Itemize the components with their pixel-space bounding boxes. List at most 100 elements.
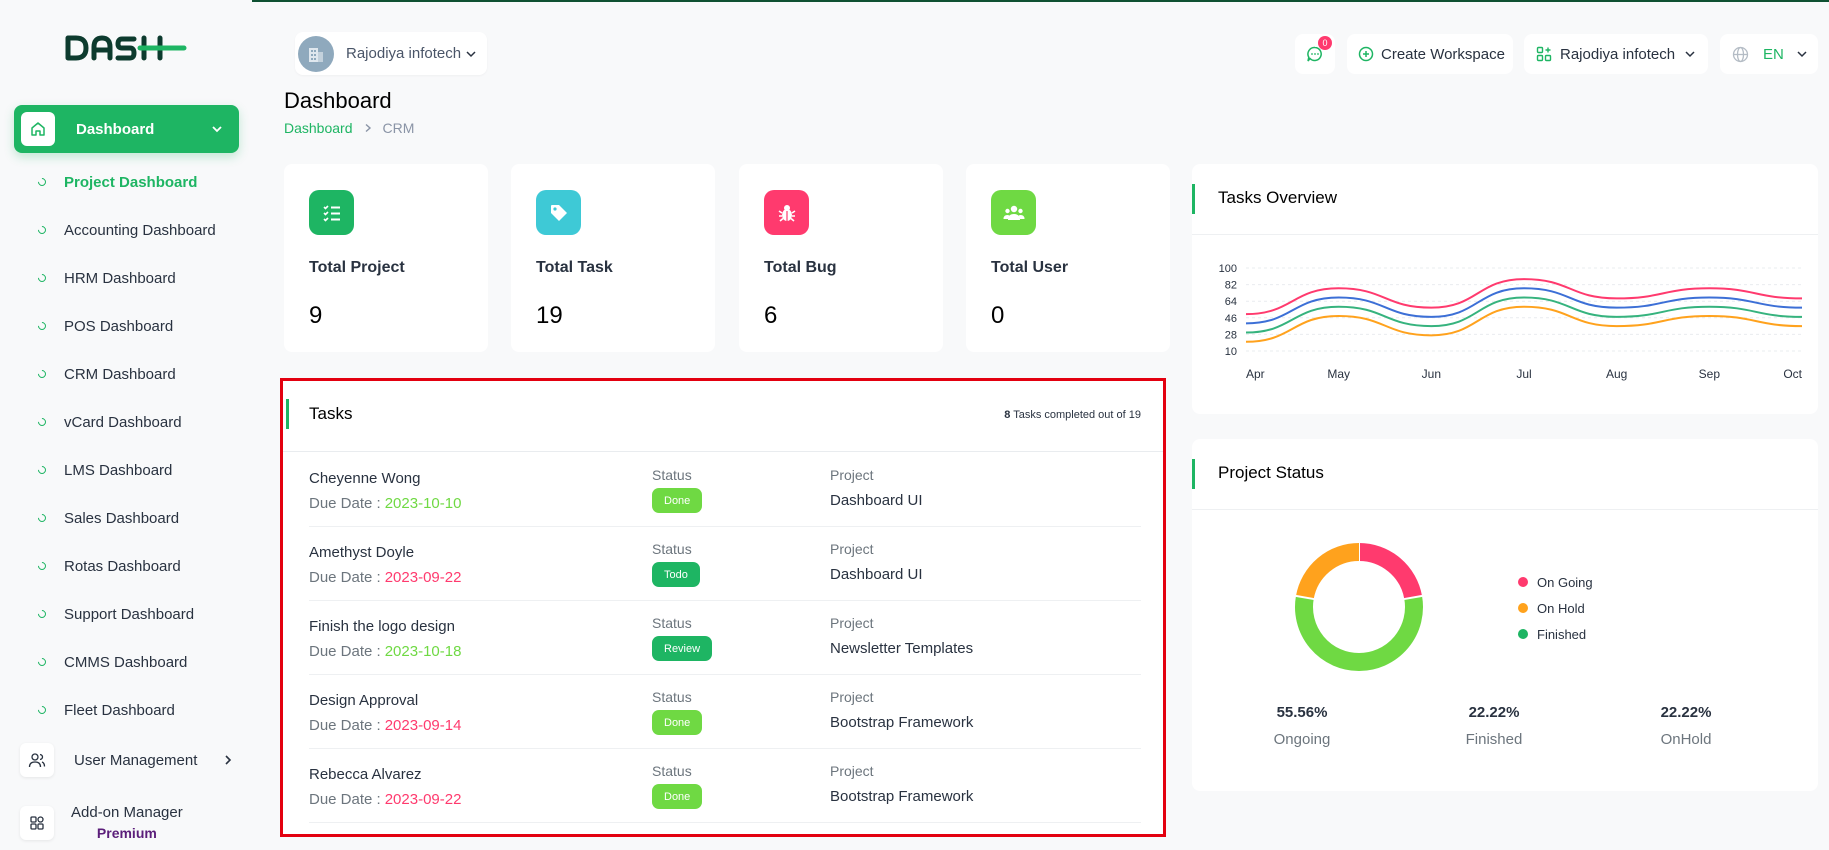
tasks-overview-title: Tasks Overview — [1218, 188, 1338, 207]
percent-label: Finished — [1465, 731, 1523, 748]
dash-logo[interactable] — [64, 34, 188, 62]
sidebar-item-vcard-dashboard[interactable]: vCard Dashboard — [0, 398, 252, 446]
percent-value: 22.22% — [1468, 704, 1520, 721]
sidebar-item-project-dashboard[interactable]: Project Dashboard — [0, 158, 252, 206]
legend-dot — [1518, 629, 1528, 639]
due-label: Due Date : — [309, 717, 381, 734]
tasks-title: Tasks — [309, 404, 353, 423]
tasks-summary-text: Tasks completed out of 19 — [1013, 409, 1141, 421]
bullet-icon — [36, 704, 48, 716]
donut-slice[interactable] — [1295, 543, 1360, 600]
message-count-badge: 0 — [1318, 36, 1332, 50]
status-label: Status — [652, 763, 692, 779]
card-accent-bar — [286, 399, 289, 429]
workspace-selector[interactable]: Rajodiya infotech — [295, 32, 487, 75]
task-row[interactable]: Cheyenne Wong Due Date :2023-10-10 Statu… — [309, 453, 1141, 527]
series-line — [1245, 296, 1803, 334]
y-tick-label: 100 — [1219, 263, 1237, 275]
task-due-date: Due Date :2023-10-10 — [309, 495, 461, 512]
stat-card-total-user: Total User 0 — [966, 164, 1170, 352]
stat-value: 6 — [764, 302, 778, 329]
donut-slice[interactable] — [1295, 595, 1423, 671]
workspace-name: Rajodiya infotech — [346, 45, 462, 62]
sidebar-item-rotas-dashboard[interactable]: Rotas Dashboard — [0, 542, 252, 590]
users-icon — [20, 743, 54, 777]
series-line — [1245, 278, 1803, 316]
percent-finished: 22.22% Finished — [1434, 704, 1554, 748]
percent-label: Ongoing — [1273, 731, 1331, 748]
task-row[interactable]: Finish the logo design Due Date :2023-10… — [309, 601, 1141, 675]
legend-item-finished[interactable]: Finished — [1518, 621, 1593, 647]
bullet-icon — [36, 368, 48, 380]
sidebar-item-label: User Management — [74, 751, 198, 769]
language-selector[interactable]: EN — [1720, 34, 1818, 74]
home-icon — [21, 112, 55, 146]
sidebar-item-user-management[interactable]: User Management — [20, 740, 240, 780]
card-accent-bar — [1192, 459, 1195, 489]
breadcrumb-dashboard-link[interactable]: Dashboard — [284, 120, 353, 136]
sidebar-item-hrm-dashboard[interactable]: HRM Dashboard — [0, 254, 252, 302]
bullet-icon — [36, 176, 48, 188]
status-badge: Done — [652, 488, 703, 513]
series-line — [1245, 305, 1803, 343]
sidebar-item-support-dashboard[interactable]: Support Dashboard — [0, 590, 252, 638]
company-selector[interactable]: Rajodiya infotech — [1524, 34, 1708, 74]
breadcrumb: Dashboard CRM — [284, 120, 414, 136]
donut-separator — [1294, 594, 1315, 601]
legend-dot — [1518, 577, 1528, 587]
percent-ongoing: 55.56% Ongoing — [1242, 704, 1362, 748]
task-row[interactable]: Amethyst Doyle Due Date :2023-09-22 Stat… — [309, 527, 1141, 601]
bullet-icon — [36, 608, 48, 620]
task-due-date: Due Date :2023-09-22 — [309, 791, 461, 808]
project-label: Project — [830, 615, 874, 631]
due-value: 2023-10-10 — [384, 495, 462, 512]
chevron-down-icon — [466, 50, 476, 57]
sidebar-item-label: Dashboard — [76, 120, 155, 138]
stat-value: 19 — [536, 302, 563, 329]
top-accent-line — [0, 0, 1829, 2]
sidebar-item-crm-dashboard[interactable]: CRM Dashboard — [0, 350, 252, 398]
sidebar-item-cmms-dashboard[interactable]: CMMS Dashboard — [0, 638, 252, 686]
legend-dot — [1518, 603, 1528, 613]
sidebar-item-pos-dashboard[interactable]: POS Dashboard — [0, 302, 252, 350]
series-line — [1245, 287, 1803, 325]
tasks-overview-chart: 10 28 46 64 82 100 Apr May Jun Jul Aug Sep Oct — [1219, 263, 1803, 381]
bullet-icon — [36, 656, 48, 668]
sidebar-item-lms-dashboard[interactable]: LMS Dashboard — [0, 446, 252, 494]
task-name: Finish the logo design — [309, 618, 455, 635]
donut-slice[interactable] — [1358, 543, 1423, 600]
project-status-donut — [1294, 542, 1424, 671]
sidebar-item-accounting-dashboard[interactable]: Accounting Dashboard — [0, 206, 252, 254]
stat-title: Total Project — [309, 259, 405, 276]
task-row[interactable]: Design Approval Due Date :2023-09-14 Sta… — [309, 675, 1141, 749]
project-value: Dashboard UI — [830, 566, 923, 583]
stat-card-total-task: Total Task 19 — [511, 164, 715, 352]
legend-item-on-hold[interactable]: On Hold — [1518, 595, 1593, 621]
y-tick-label: 64 — [1225, 296, 1237, 308]
sidebar-item-dashboard[interactable]: Dashboard — [14, 105, 239, 153]
create-workspace-button[interactable]: Create Workspace — [1347, 34, 1513, 74]
project-value: Bootstrap Framework — [830, 788, 974, 805]
chevron-right-icon — [365, 123, 371, 133]
task-name: Design Approval — [309, 692, 419, 709]
tasks-completed-count: 8 — [1004, 409, 1011, 421]
stat-card-total-project: Total Project 9 — [284, 164, 488, 352]
bullet-icon — [36, 512, 48, 524]
donut-separator — [1403, 594, 1424, 601]
sidebar-item-fleet-dashboard[interactable]: Fleet Dashboard — [0, 686, 252, 734]
percent-value: 22.22% — [1660, 704, 1712, 721]
project-status-title: Project Status — [1218, 463, 1324, 482]
percent-label: OnHold — [1660, 731, 1712, 748]
task-row[interactable]: Rebecca Alvarez Due Date :2023-09-22 Sta… — [309, 749, 1141, 823]
sidebar-item-sales-dashboard[interactable]: Sales Dashboard — [0, 494, 252, 542]
sidebar-item-addon-manager[interactable]: Add-on Manager Premium — [20, 801, 240, 845]
due-label: Due Date : — [309, 495, 381, 512]
project-label: Project — [830, 467, 874, 483]
legend-item-ongoing[interactable]: On Going — [1518, 569, 1593, 595]
stat-title: Total User — [991, 259, 1069, 276]
task-due-date: Due Date :2023-10-18 — [309, 643, 461, 660]
project-label: Project — [830, 541, 874, 557]
status-label: Status — [652, 467, 692, 483]
due-value: 2023-09-14 — [384, 717, 462, 734]
apps-icon — [1536, 46, 1552, 62]
